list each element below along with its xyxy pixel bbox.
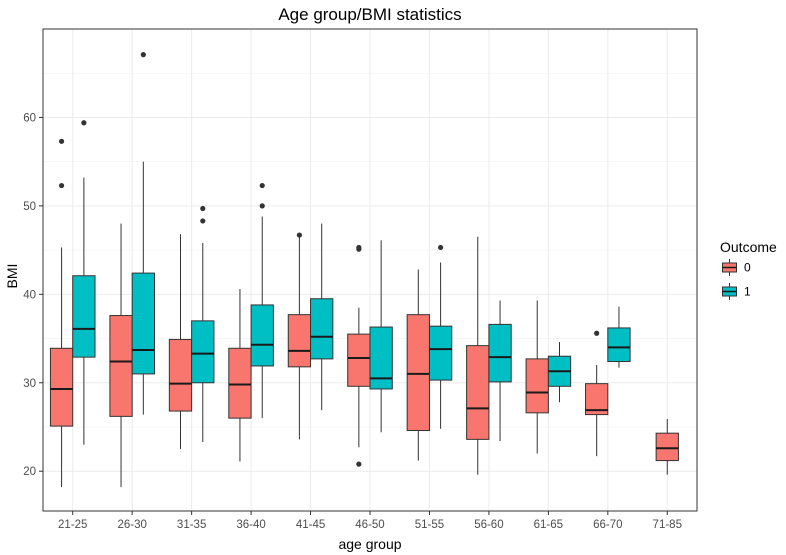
outlier-point	[58, 182, 65, 189]
plot-border	[42, 28, 698, 512]
box-1-51-55	[428, 244, 453, 429]
outlier-point	[58, 138, 65, 144]
outlier-point	[594, 330, 600, 336]
y-tick-label: 40	[23, 289, 36, 301]
box-1-26-30	[131, 52, 155, 415]
outlier-point	[259, 203, 265, 209]
box-body	[49, 347, 74, 427]
box-body	[369, 326, 393, 390]
box-0-51-55	[406, 269, 430, 461]
x-tick-label: 31-35	[177, 519, 206, 531]
box-0-66-70	[585, 330, 609, 457]
outlier-point	[438, 244, 444, 251]
plot-area: 20 30 40 50 60 21-25 26-30 31-35 36-40 41-45 46-50…	[23, 28, 698, 531]
box-1-61-65	[547, 342, 572, 403]
box-0-36-40	[228, 289, 252, 462]
outlier-point	[296, 232, 302, 238]
box-body	[287, 314, 312, 368]
box-body	[525, 358, 549, 414]
legend-label: 1	[744, 285, 751, 299]
x-tick-label: 41-45	[296, 519, 325, 531]
outlier-point	[356, 244, 362, 251]
outlier-point	[140, 52, 146, 58]
outlier-point	[81, 120, 87, 126]
x-tick-label: 66-70	[593, 519, 622, 531]
outlier-point	[200, 218, 206, 224]
box-body	[72, 275, 96, 358]
box-body	[488, 323, 512, 383]
legend-entry-1: 1	[722, 283, 751, 300]
x-tick-label: 71-85	[653, 519, 682, 531]
y-tick-label: 50	[23, 201, 36, 213]
box-1-56-60	[488, 300, 512, 442]
box-body	[250, 304, 274, 367]
box-0-56-60	[466, 236, 490, 475]
box-body	[131, 272, 155, 375]
box-body	[655, 432, 679, 462]
box-0-41-45	[287, 232, 312, 440]
box-0-71-85	[655, 419, 679, 475]
box-body	[168, 338, 193, 412]
y-tick-label: 60	[23, 112, 36, 124]
x-tick-label: 46-50	[355, 519, 384, 531]
y-tick-label: 30	[23, 378, 36, 390]
box-0-21-25	[49, 138, 74, 488]
box-0-31-35	[168, 234, 193, 450]
x-tick-label: 61-65	[534, 519, 563, 531]
box-1-41-45	[310, 223, 334, 411]
chart-title: Age group/BMI statistics	[278, 5, 461, 24]
box-body	[585, 383, 609, 416]
legend: Outcome 0 1	[720, 239, 777, 300]
outlier-point	[356, 461, 362, 467]
box-1-36-40	[250, 182, 274, 419]
outlier-point	[200, 205, 206, 212]
outlier-point	[259, 182, 265, 189]
box-1-21-25	[72, 120, 96, 445]
legend-label: 0	[744, 261, 751, 275]
box-body	[428, 325, 453, 381]
box-body	[310, 298, 334, 360]
box-1-31-35	[191, 205, 215, 443]
box-1-66-70	[607, 306, 631, 368]
x-tick-label: 36-40	[236, 519, 265, 531]
legend-entry-0: 0	[722, 259, 751, 276]
box-body	[228, 347, 252, 419]
legend-title: Outcome	[720, 239, 777, 255]
x-tick-label: 56-60	[474, 519, 503, 531]
x-tick-label: 26-30	[117, 519, 146, 531]
box-body	[406, 314, 430, 432]
x-axis-title: age group	[338, 536, 401, 552]
y-axis-title: BMI	[4, 264, 20, 289]
x-tick-label: 21-25	[58, 519, 87, 531]
box-body	[347, 333, 371, 387]
box-body	[191, 320, 215, 384]
box-1-46-50	[369, 240, 393, 433]
box-body	[109, 315, 133, 417]
x-tick-label: 51-55	[415, 519, 444, 531]
box-body	[466, 345, 490, 440]
y-tick-label: 20	[23, 466, 36, 478]
box-body	[607, 327, 631, 363]
